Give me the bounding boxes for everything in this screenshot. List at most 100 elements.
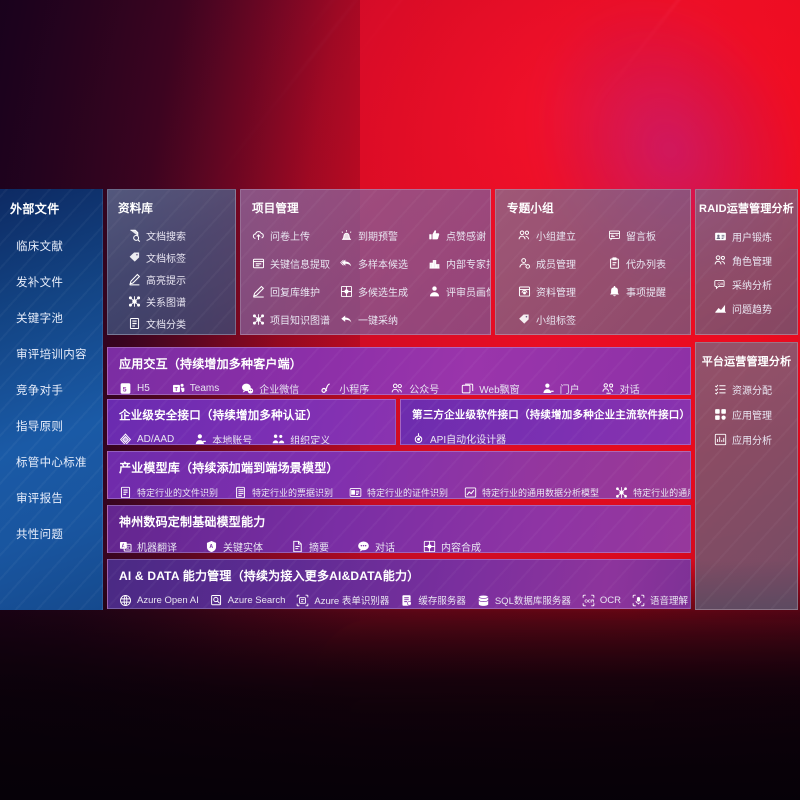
cloud-upload-icon [252, 229, 265, 242]
item-project-knowledge-graph[interactable]: 项目知识图谱 [252, 308, 340, 330]
item-multi-sample-candidates[interactable]: 多样本候选 [340, 252, 428, 274]
item-label: H5 [137, 382, 150, 394]
item-label: 机器翻译 [137, 542, 177, 553]
item-sql-database[interactable]: SQL数据库服务器 [477, 590, 571, 608]
item-multi-candidate-generation[interactable]: 多候选生成 [340, 280, 428, 302]
item-key-info-extraction[interactable]: 关键信息提取 [252, 252, 340, 274]
item-app-analysis[interactable]: 应用分析 [714, 427, 797, 452]
item-cache-server[interactable]: 缓存服务器 [400, 590, 466, 608]
item-like-thanks[interactable]: 点赞感谢 [428, 224, 490, 246]
item-group-tag[interactable]: 小组标签 [518, 308, 608, 330]
sidebar-item-guidelines[interactable]: 指导原则 [0, 409, 103, 445]
item-wecom[interactable]: 企业微信 [241, 378, 299, 394]
item-ad-aad[interactable]: AD/AAD [119, 429, 174, 444]
item-azure-openai[interactable]: Azure Open AI [119, 590, 199, 608]
sidebar-item-review-training[interactable]: 审评培训内容 [0, 337, 103, 373]
item-member-management[interactable]: 成员管理 [518, 252, 608, 274]
sidebar-item-supplement-files[interactable]: 发补文件 [0, 265, 103, 301]
item-web-popup[interactable]: Web飘窗 [461, 378, 520, 394]
id-card-icon [714, 230, 727, 243]
item-reviewer-profile[interactable]: 评审员画像 [428, 280, 490, 302]
bell-icon [608, 285, 621, 298]
item-form-recognizer[interactable]: Azure 表单识别器 [296, 590, 390, 608]
item-label: 成员管理 [536, 259, 576, 271]
item-label: 对话 [375, 542, 395, 553]
item-official-account[interactable]: 公众号 [391, 378, 439, 394]
item-questionnaire-upload[interactable]: 问卷上传 [252, 224, 340, 246]
item-document-search[interactable]: 文档搜索 [128, 224, 235, 246]
svg-text:5: 5 [123, 386, 127, 393]
edit-icon [252, 285, 265, 298]
item-expiry-alert[interactable]: 到期预警 [340, 224, 428, 246]
item-issue-trend[interactable]: 问题趋势 [714, 296, 797, 320]
item-api-designer[interactable]: API自动化设计器 [412, 428, 506, 444]
panel-title: 产业模型库（持续添加端到端场景模型） [119, 461, 339, 475]
item-material-management[interactable]: 资料管理 [518, 280, 608, 302]
panel-topic-group: 专题小组 小组建立 留言板 成员管理 代办列表 资料管理 [495, 189, 691, 335]
item-organization-definition[interactable]: 组织定义 [272, 429, 330, 444]
sidebar-item-keyword-pool[interactable]: 关键字池 [0, 301, 103, 337]
sidebar-item-standards-center[interactable]: 标管中心标准 [0, 445, 103, 481]
item-file-recognition[interactable]: 特定行业的文件识别 [119, 482, 218, 499]
summary-icon [291, 540, 304, 553]
item-relation-graph[interactable]: 关系图谱 [128, 290, 235, 312]
item-label: 文档标签 [146, 253, 186, 265]
item-todo-list[interactable]: 代办列表 [608, 252, 690, 274]
item-user-profile[interactable]: 用户锻炼 [714, 224, 797, 248]
item-id-recognition[interactable]: 特定行业的证件识别 [349, 482, 448, 498]
sidebar-item-clinical-literature[interactable]: 临床文献 [0, 229, 103, 265]
item-adoption-analysis[interactable]: QA 采纳分析 [714, 272, 797, 296]
platform-items: 资源分配 应用管理 应用分析 [696, 369, 797, 452]
item-label: SQL数据库服务器 [494, 596, 571, 607]
item-chat[interactable]: 对话 [357, 536, 395, 553]
tag-icon [518, 313, 531, 326]
item-ocr[interactable]: OCR OCR [582, 590, 621, 608]
item-reply-library-maintenance[interactable]: 回复库维护 [252, 280, 340, 302]
item-azure-search[interactable]: Azure Search [210, 590, 285, 608]
svg-text:OCR: OCR [584, 598, 594, 603]
item-summary[interactable]: 摘要 [291, 536, 329, 553]
item-label: 本地账号 [212, 435, 253, 445]
item-dialog[interactable]: 对话 [602, 378, 640, 395]
sidebar-item-label: 共性问题 [16, 529, 64, 541]
sidebar-item-competitors[interactable]: 竞争对手 [0, 373, 103, 409]
item-event-reminder[interactable]: 事项提醒 [608, 280, 690, 302]
item-message-board[interactable]: 留言板 [608, 224, 690, 246]
panel-title: 第三方企业级软件接口（持续增加多种企业主流软件接口） [412, 409, 691, 421]
item-local-account[interactable]: 本地账号 [194, 429, 253, 445]
item-knowledge-graph-model[interactable]: 特定行业的通用知识图谱模型 [615, 482, 690, 498]
item-miniprogram[interactable]: 小程序 [321, 378, 369, 394]
apps-icon [714, 408, 727, 421]
item-app-management[interactable]: 应用管理 [714, 402, 797, 427]
item-portal[interactable]: 门户 [542, 378, 580, 394]
item-internal-expert-ranking[interactable]: 内部专家排名 [428, 252, 490, 274]
item-one-click-adopt[interactable]: 一键采纳 [340, 308, 428, 330]
local-account-icon [194, 433, 207, 445]
panel-document-library: 资料库 文档搜索 文档标签 高亮提示 关系图谱 文档分类 [107, 189, 236, 335]
item-speech-understanding[interactable]: 语音理解 [632, 590, 688, 608]
item-content-synthesis[interactable]: 内容合成 [423, 536, 481, 552]
item-label: Azure 表单识别器 [314, 596, 390, 607]
item-label: 对话 [619, 384, 640, 395]
item-highlight-hint[interactable]: 高亮提示 [128, 268, 235, 290]
aidata-items: Azure Open AI Azure Search Azure 表单识别器 缓… [108, 584, 690, 608]
item-label: 高亮提示 [146, 275, 186, 287]
sidebar-item-label: 指导原则 [16, 421, 64, 433]
item-h5[interactable]: 5 H5 [119, 378, 150, 394]
item-role-management[interactable]: 角色管理 [714, 248, 797, 272]
sidebar-item-review-report[interactable]: 审评报告 [0, 481, 103, 517]
sidebar-item-common-issues[interactable]: 共性问题 [0, 517, 103, 553]
item-resource-allocation[interactable]: 资源分配 [714, 377, 797, 402]
item-invoice-recognition[interactable]: 特定行业的票据识别 [234, 482, 333, 498]
item-teams[interactable]: T Teams [172, 378, 219, 394]
item-group-creation[interactable]: 小组建立 [518, 224, 608, 246]
file-recognition-icon [119, 486, 132, 499]
item-label: 到期预警 [358, 231, 398, 243]
item-document-tag[interactable]: 文档标签 [128, 246, 235, 268]
item-document-category[interactable]: 文档分类 [128, 312, 235, 334]
item-key-entity[interactable]: A 关键实体 [205, 536, 263, 552]
item-data-analysis-model[interactable]: 特定行业的通用数据分析模型 [464, 482, 599, 498]
industry-items: 特定行业的文件识别 特定行业的票据识别 特定行业的证件识别 特定行业的通用数据分… [108, 476, 690, 499]
